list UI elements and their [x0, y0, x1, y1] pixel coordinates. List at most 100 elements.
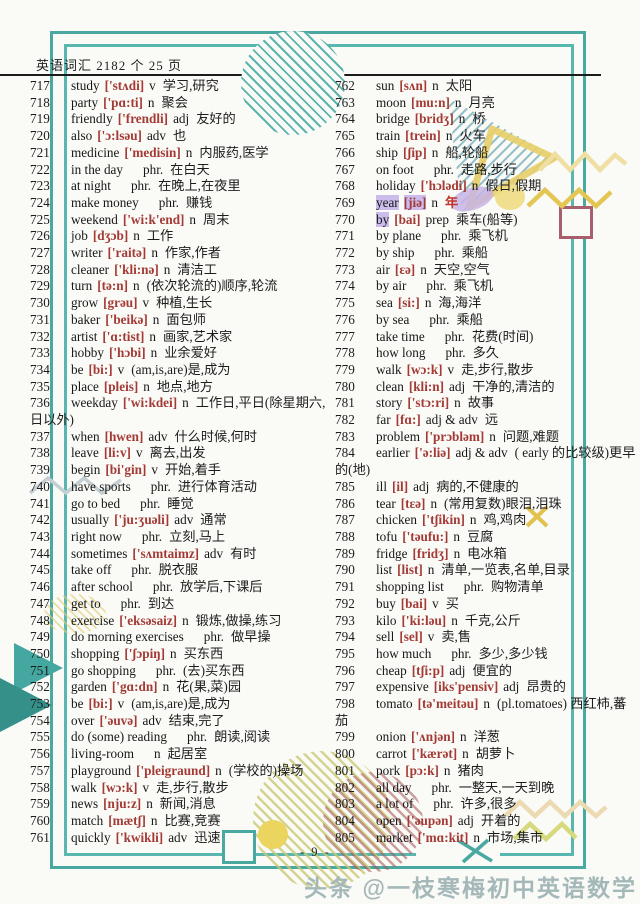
entry-phonetic: ['pleigraund]	[136, 762, 211, 778]
entry-phonetic: ['sʌmtaimz]	[132, 545, 200, 561]
entry-phonetic: ['ə:liə]	[414, 445, 451, 461]
vocab-row: 779 walk [wɔ:k] v 走,步行,散步	[335, 362, 637, 379]
entry-phonetic: [dʒɔb]	[92, 228, 129, 244]
entry-word: how long	[376, 345, 426, 361]
entry-pos: n	[427, 562, 435, 578]
entry-pos: n	[154, 746, 161, 762]
entry-phonetic: [bai]	[394, 211, 421, 227]
entry-number: 756	[30, 746, 50, 762]
entry-word: go to bed	[71, 495, 121, 511]
vocab-row: 786 tear [tɛə] n (常用复数)眼泪,泪珠	[335, 496, 637, 513]
vocab-row: 787 chicken ['tʃikin] n 鸡,鸡肉	[335, 512, 637, 529]
entry-pos: n	[185, 144, 193, 160]
entry-pos: n	[143, 378, 150, 394]
entry-pos: v	[149, 78, 156, 93]
entry-pos: n	[483, 696, 491, 712]
entry-number: 791	[335, 579, 355, 595]
entry-phonetic: [bai]	[400, 595, 428, 611]
vocab-row: 765 train [trein] n 火车	[335, 128, 637, 145]
entry-meaning: (依次轮流的)顺序,轮流	[146, 278, 278, 294]
entry-meaning: 周末	[203, 211, 230, 227]
entry-word: news	[71, 796, 99, 812]
entry-meaning: 海,海洋	[438, 295, 482, 311]
entry-word: by	[376, 211, 390, 227]
entry-pos: n	[215, 762, 222, 778]
vocab-column-left: 717 study ['stʌdi] v 学习,研究 718 party ['pɑ:ti] n 聚…	[30, 78, 336, 846]
entry-meaning: 比赛,竞赛	[164, 812, 221, 828]
entry-pos: n	[152, 311, 160, 327]
entry-word: tomato	[376, 696, 413, 712]
vocab-row: 746 after school phr. 放学后,下课后	[30, 579, 336, 596]
hatched-circle-bottom-maroon	[323, 772, 423, 872]
entry-word: also	[71, 128, 93, 144]
entry-number: 745	[30, 562, 50, 578]
vocab-row: 734 be [bi:] v (am,is,are)是,成为	[30, 362, 336, 379]
entry-meaning: 买东西	[183, 645, 224, 661]
entry-number: 717	[30, 78, 50, 93]
entry-word: tear	[376, 495, 396, 511]
vocab-row: 739 begin [bi'gin] v 开始,着手	[30, 462, 336, 479]
entry-phonetic: ['prɔbləm]	[424, 428, 485, 444]
entry-word: when	[71, 428, 100, 444]
entry-phonetic: [jiə]	[403, 194, 427, 210]
entry-meaning: 睡觉	[167, 495, 194, 511]
entry-phonetic: ['kli:nə]	[114, 261, 159, 277]
vocab-row: 742 usually ['ju:ʒuəli] adv 通常	[30, 512, 336, 529]
entry-pos: phr.	[434, 245, 455, 261]
entry-word: job	[71, 228, 88, 244]
entry-pos: n	[149, 328, 156, 344]
entry-pos: phr.	[451, 645, 472, 661]
vocab-row: 732 artist ['ɑ:tist] n 画家,艺术家	[30, 329, 336, 346]
entry-number: 735	[30, 378, 50, 394]
entry-meaning: 花费(时间)	[471, 328, 534, 344]
entry-pos: phr.	[186, 729, 208, 745]
vocab-row: 793 kilo ['ki:ləu] n 千克,公斤	[335, 613, 637, 630]
entry-phonetic: [bi:]	[88, 361, 113, 377]
entry-word: bridge	[376, 111, 410, 127]
entry-meaning: 千克,公斤	[464, 612, 521, 628]
entry-pos: adj	[413, 478, 430, 494]
entry-pos: n	[469, 512, 477, 528]
vocab-row: 798 tomato [tə'meitəu] n (pl.tomatoes) 西红柿,蕃…	[335, 696, 637, 729]
entry-number: 801	[335, 762, 355, 778]
entry-pos: adj	[457, 812, 474, 828]
entry-pos: adv	[174, 512, 194, 528]
entry-meaning: 友好的	[196, 111, 236, 127]
entry-pos: n	[431, 194, 438, 210]
entry-meaning: 胡萝卜	[475, 746, 516, 762]
vocab-row: 755 do (some) reading phr. 朗读,阅读	[30, 729, 336, 746]
entry-number: 799	[335, 729, 355, 745]
entry-word: hobby	[71, 345, 104, 361]
vocab-row: 737 when [hwen] adv 什么时候,何时	[30, 429, 336, 446]
vocab-row: 796 cheap [tʃi:p] adj 便宜的	[335, 663, 637, 680]
entry-pos: n	[471, 178, 479, 194]
entry-meaning: 在白天	[170, 161, 210, 177]
vocab-row: 724 make money phr. 赚钱	[30, 195, 336, 212]
entry-meaning: (去)买东西	[183, 662, 245, 678]
entry-pos: n	[169, 645, 177, 661]
entry-number: 752	[30, 679, 50, 695]
entry-pos: phr.	[120, 595, 141, 611]
vocab-row: 725 weekend ['wi:k'end] n 周末	[30, 212, 336, 229]
entry-number: 740	[30, 478, 50, 494]
entry-meaning: 开着的	[480, 812, 521, 828]
entry-word: far	[376, 412, 391, 428]
entry-word: expensive	[376, 679, 429, 695]
entry-pos: phr.	[150, 478, 171, 494]
entry-pos: prep	[425, 211, 449, 227]
entry-phonetic: [pɔ:k]	[405, 762, 439, 778]
entry-phonetic: [il]	[392, 478, 409, 494]
vocab-row: 791 shopping list phr. 购物清单	[335, 579, 637, 596]
entry-number: 786	[335, 495, 355, 511]
vocab-row: 728 cleaner ['kli:nə] n 清洁工	[30, 262, 336, 279]
entry-word: pork	[376, 762, 401, 778]
entry-word: writer	[71, 245, 103, 261]
entry-word: living-room	[71, 746, 135, 762]
vocab-row: 761 quickly ['kwikli] adv 迅速	[30, 830, 336, 847]
entry-number: 737	[30, 428, 50, 444]
entry-number: 732	[30, 328, 50, 344]
entry-meaning: 豆腐	[467, 528, 494, 544]
entry-number: 761	[30, 829, 50, 845]
entry-number: 795	[335, 645, 355, 661]
entry-word: get to	[71, 595, 101, 611]
